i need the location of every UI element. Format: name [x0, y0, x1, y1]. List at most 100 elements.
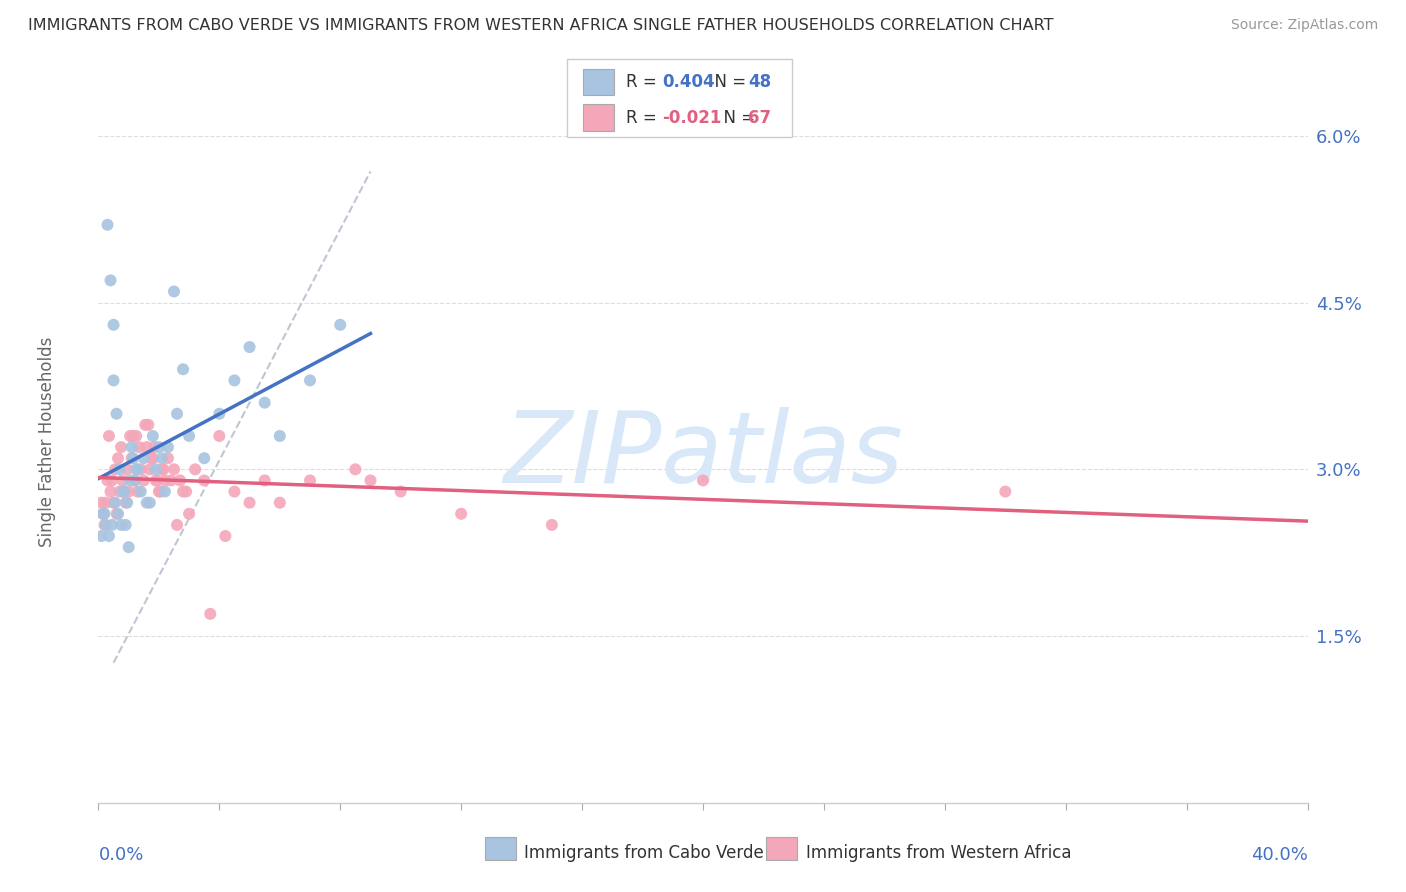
Point	[101, 474, 124, 488]
Point	[100, 273, 122, 287]
Point	[166, 517, 188, 532]
Point	[90, 496, 112, 510]
Point	[142, 451, 165, 466]
Point	[152, 462, 174, 476]
Point	[134, 417, 156, 432]
Point	[269, 496, 291, 510]
Point	[224, 373, 246, 387]
Point	[132, 474, 155, 488]
Point	[120, 429, 142, 443]
Point	[93, 517, 115, 532]
Point	[96, 218, 118, 232]
Point	[111, 474, 134, 488]
Text: ZIPatlas: ZIPatlas	[503, 408, 903, 505]
Point	[692, 474, 714, 488]
Point	[124, 474, 146, 488]
Point	[94, 517, 117, 532]
Point	[139, 462, 162, 476]
Text: Source: ZipAtlas.com: Source: ZipAtlas.com	[1230, 18, 1378, 32]
Text: Immigrants from Western Africa: Immigrants from Western Africa	[806, 844, 1071, 862]
Point	[129, 484, 152, 499]
Text: Immigrants from Cabo Verde: Immigrants from Cabo Verde	[524, 844, 765, 862]
Text: 0.0%: 0.0%	[98, 847, 143, 864]
Point	[450, 507, 472, 521]
Text: N =: N =	[713, 109, 761, 127]
Text: IMMIGRANTS FROM CABO VERDE VS IMMIGRANTS FROM WESTERN AFRICA SINGLE FATHER HOUSE: IMMIGRANTS FROM CABO VERDE VS IMMIGRANTS…	[28, 18, 1053, 33]
Point	[360, 474, 382, 488]
Point	[329, 318, 352, 332]
Point	[107, 451, 129, 466]
Point	[98, 529, 121, 543]
Point	[141, 451, 163, 466]
Point	[184, 462, 207, 476]
Text: R =: R =	[626, 73, 662, 91]
Text: R =: R =	[626, 109, 662, 127]
Point	[139, 496, 162, 510]
Point	[104, 496, 127, 510]
Point	[94, 496, 117, 510]
Point	[208, 429, 231, 443]
Point	[135, 440, 157, 454]
Point	[299, 373, 322, 387]
Point	[179, 507, 201, 521]
Point	[193, 451, 215, 466]
Point	[118, 540, 141, 554]
Point	[143, 440, 166, 454]
Text: Single Father Households: Single Father Households	[38, 336, 56, 547]
Text: 48: 48	[748, 73, 770, 91]
Point	[239, 496, 262, 510]
Point	[179, 429, 201, 443]
Point	[93, 507, 115, 521]
Point	[145, 462, 167, 476]
Point	[91, 507, 114, 521]
Point	[91, 507, 114, 521]
Point	[127, 484, 149, 499]
Point	[344, 462, 367, 476]
Point	[994, 484, 1017, 499]
Point	[153, 474, 176, 488]
Point	[125, 429, 148, 443]
Point	[103, 496, 125, 510]
Point	[112, 484, 135, 499]
Point	[98, 429, 121, 443]
Point	[90, 529, 112, 543]
Point	[114, 496, 136, 510]
Point	[100, 484, 122, 499]
Point	[129, 462, 152, 476]
Point	[156, 440, 179, 454]
Point	[105, 507, 128, 521]
Text: -0.021: -0.021	[662, 109, 721, 127]
Point	[135, 496, 157, 510]
Text: 67: 67	[748, 109, 770, 127]
Point	[112, 484, 135, 499]
Point	[105, 407, 128, 421]
Point	[101, 517, 124, 532]
Point	[128, 440, 150, 454]
Text: 40.0%: 40.0%	[1251, 847, 1308, 864]
Point	[224, 484, 246, 499]
Point	[115, 496, 138, 510]
Point	[150, 462, 173, 476]
Point	[160, 474, 183, 488]
Text: 0.404: 0.404	[662, 73, 714, 91]
Point	[111, 484, 134, 499]
Point	[104, 462, 127, 476]
Point	[214, 529, 236, 543]
Point	[253, 474, 276, 488]
Point	[172, 484, 194, 499]
Point	[172, 362, 194, 376]
Point	[124, 474, 146, 488]
Point	[142, 429, 165, 443]
Point	[150, 451, 173, 466]
Point	[239, 340, 262, 354]
Point	[103, 318, 125, 332]
Point	[108, 484, 131, 499]
Point	[121, 440, 143, 454]
Point	[132, 451, 155, 466]
Point	[125, 462, 148, 476]
Point	[149, 484, 172, 499]
Point	[127, 462, 149, 476]
Point	[115, 462, 138, 476]
Point	[166, 407, 188, 421]
Point	[122, 451, 145, 466]
